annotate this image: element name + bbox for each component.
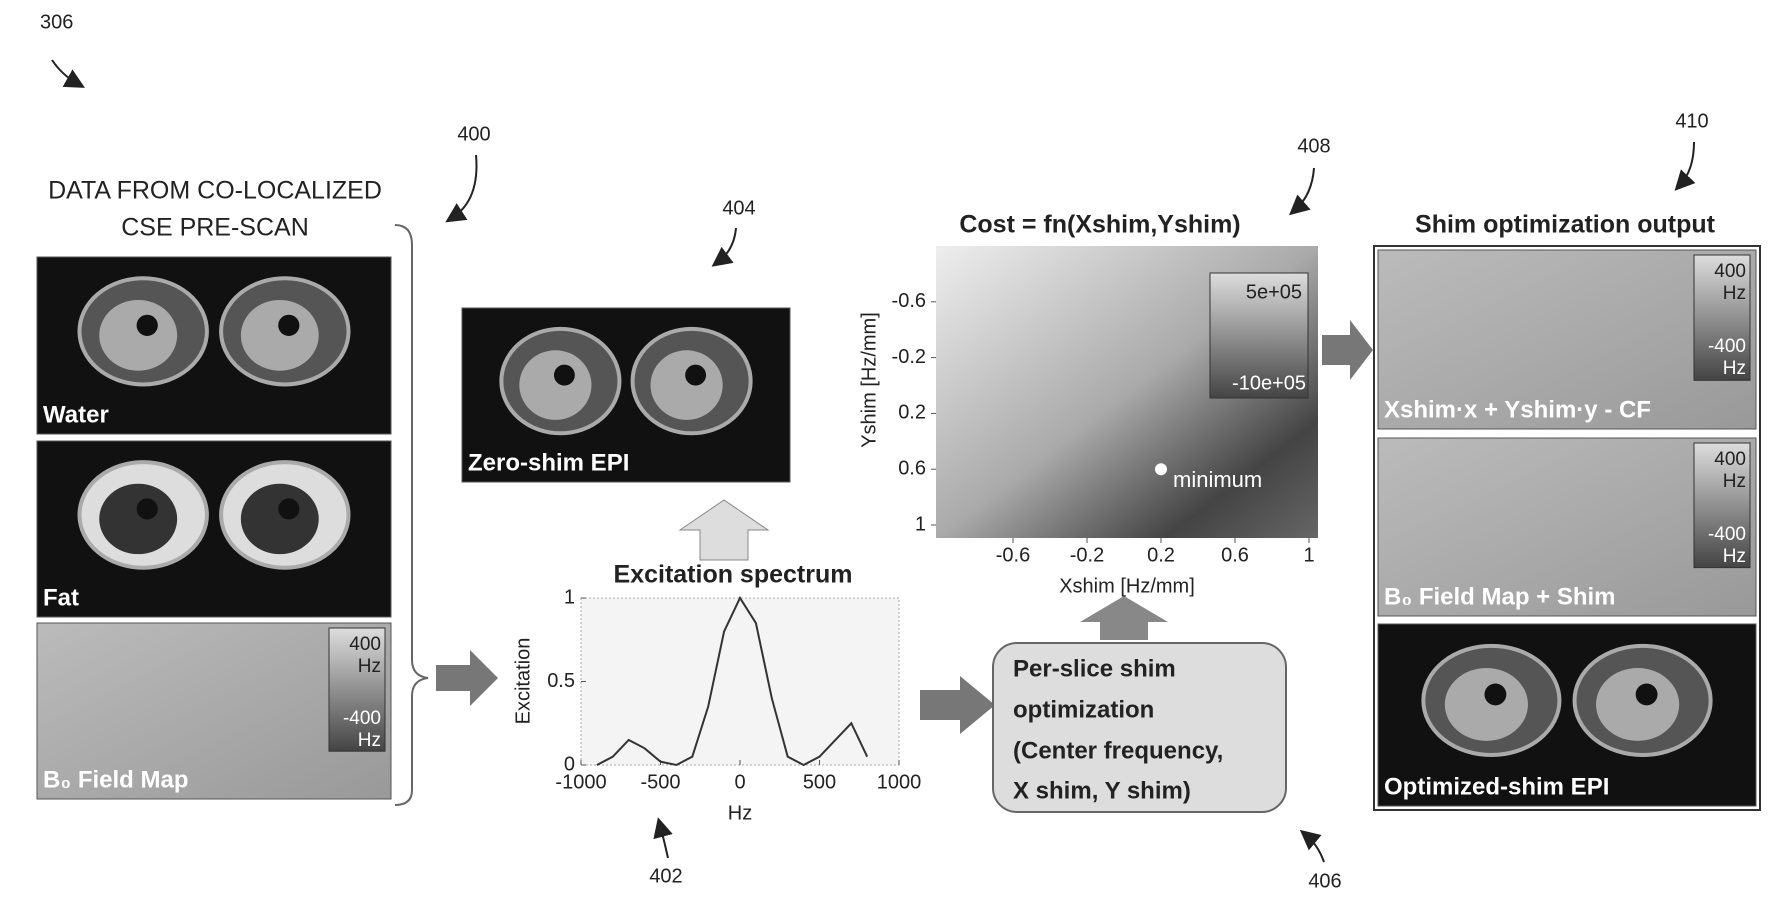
colorbar-label: Hz xyxy=(1723,283,1746,304)
anatomy xyxy=(1445,668,1528,741)
colorbar-label: 400 xyxy=(1714,261,1746,282)
panel-title: Shim optimization output xyxy=(1415,211,1716,239)
anatomy xyxy=(1484,684,1506,706)
y-tick-label: 0.6 xyxy=(898,457,926,479)
anatomy xyxy=(99,484,177,554)
x-tick-label: 0.6 xyxy=(1221,544,1249,566)
anatomy xyxy=(278,498,299,519)
colorbar-label: -400 xyxy=(1708,336,1746,357)
axis-label: Yshim [Hz/mm] xyxy=(858,312,880,448)
x-tick-label: 1000 xyxy=(877,771,922,793)
anatomy xyxy=(554,365,575,386)
anatomy xyxy=(1596,668,1679,741)
flow-arrow xyxy=(920,676,995,734)
axis-label: Xshim [Hz/mm] xyxy=(1059,575,1195,597)
ref-arrow xyxy=(1295,168,1314,210)
process-text: X shim, Y shim) xyxy=(1013,777,1191,804)
colorbar-label: -400 xyxy=(343,708,381,729)
anatomy xyxy=(137,315,158,336)
colorbar-label: -400 xyxy=(1708,524,1746,545)
y-tick-label: 1 xyxy=(564,586,575,608)
axis-label: Excitation xyxy=(512,638,534,725)
ref-label: 402 xyxy=(649,865,682,887)
ref-label: 306 xyxy=(40,11,73,33)
x-tick-label: -500 xyxy=(640,771,680,793)
ref-arrow xyxy=(660,825,668,858)
ref-label: 410 xyxy=(1675,110,1708,132)
anatomy xyxy=(651,350,723,420)
x-tick-label: 500 xyxy=(803,771,836,793)
plot-title: Excitation spectrum xyxy=(614,561,853,589)
ref-arrow xyxy=(1306,835,1324,862)
flow-arrow xyxy=(1322,320,1373,380)
minimum-point xyxy=(1155,463,1167,475)
colorbar-label: 5e+05 xyxy=(1246,281,1302,303)
process-text: Per-slice shim xyxy=(1013,655,1176,682)
ref-label: 408 xyxy=(1297,135,1330,157)
anatomy xyxy=(278,315,299,336)
colorbar-label: Hz xyxy=(358,730,381,751)
anatomy xyxy=(241,484,319,554)
plot-title: Cost = fn(Xshim,Yshim) xyxy=(959,211,1240,239)
y-tick-label: 0.2 xyxy=(898,402,926,424)
brace xyxy=(395,225,428,805)
panel-title: DATA FROM CO-LOCALIZED xyxy=(48,177,382,205)
y-tick-label: -0.2 xyxy=(892,346,926,368)
anatomy xyxy=(137,498,158,519)
x-tick-label: 1 xyxy=(1303,544,1314,566)
ref-arrow xyxy=(52,60,78,84)
colorbar-label: Hz xyxy=(358,656,381,677)
image-label: B₀ Field Map xyxy=(43,766,189,793)
image-label: Water xyxy=(43,401,109,428)
ref-label: 400 xyxy=(457,123,490,145)
process-text: (Center frequency, xyxy=(1013,737,1223,764)
image-label: B₀ Field Map + Shim xyxy=(1384,583,1616,610)
flow-arrow xyxy=(1080,596,1168,640)
anatomy xyxy=(1636,684,1658,706)
image-label: Zero-shim EPI xyxy=(468,449,629,476)
colorbar-label: 400 xyxy=(349,634,381,655)
y-tick-label: 0.5 xyxy=(547,670,575,692)
colorbar-label: Hz xyxy=(1723,471,1746,492)
x-tick-label: -0.6 xyxy=(996,544,1030,566)
image-label: Fat xyxy=(43,584,79,611)
flow-arrow xyxy=(436,650,498,706)
colorbar-label: Hz xyxy=(1723,358,1746,379)
ref-label: 404 xyxy=(722,197,755,219)
x-tick-label: 0 xyxy=(734,771,745,793)
point-label: minimum xyxy=(1173,467,1262,492)
y-tick-label: -0.6 xyxy=(892,290,926,312)
y-tick-label: 1 xyxy=(915,513,926,535)
ref-arrow xyxy=(452,155,477,218)
image-label: Optimized-shim EPI xyxy=(1384,773,1609,800)
image-label: Xshim·x + Yshim·y - CF xyxy=(1384,396,1651,423)
axis-label: Hz xyxy=(728,802,752,824)
anatomy xyxy=(99,300,177,371)
ref-arrow xyxy=(1680,142,1694,185)
colorbar-label: -10e+05 xyxy=(1232,372,1306,394)
colorbar-label: Hz xyxy=(1723,546,1746,567)
process-text: optimization xyxy=(1013,696,1154,723)
flow-arrow xyxy=(680,500,768,560)
anatomy xyxy=(519,350,591,420)
anatomy xyxy=(241,300,319,371)
anatomy xyxy=(685,365,706,386)
figure: 306 400 DATA FROM CO-LOCALIZED CSE PRE-S… xyxy=(0,0,1769,899)
y-tick-label: 0 xyxy=(564,753,575,775)
panel-title: CSE PRE-SCAN xyxy=(121,214,309,242)
ref-arrow xyxy=(718,228,736,262)
x-tick-label: -0.2 xyxy=(1070,544,1104,566)
colorbar-label: 400 xyxy=(1714,449,1746,470)
ref-label: 406 xyxy=(1308,870,1341,892)
x-tick-label: 0.2 xyxy=(1147,544,1175,566)
